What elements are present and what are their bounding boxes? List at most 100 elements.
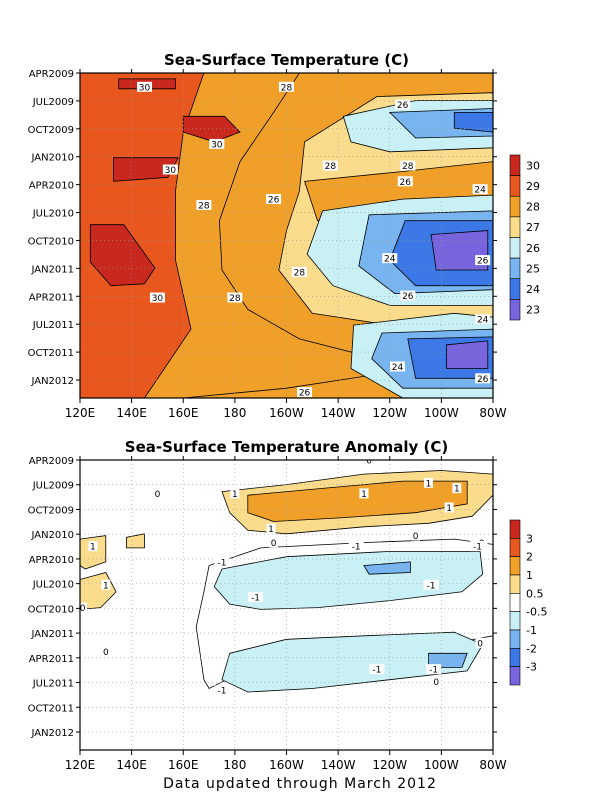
x-tick-label: 120W <box>372 406 407 420</box>
contour-fills <box>80 73 493 398</box>
y-tick-label: APR2009 <box>29 456 74 467</box>
contour-region <box>126 533 145 549</box>
colorbar-label: -1 <box>526 624 537 637</box>
colorbar-swatch <box>509 195 521 218</box>
contour-label-bg <box>266 194 282 205</box>
colorbar-swatch <box>509 216 521 238</box>
x-tick-label: 120E <box>65 406 96 420</box>
contour-label-bg <box>152 488 162 499</box>
colorbar-label: 2 <box>526 551 533 564</box>
colorbar-swatch <box>509 629 521 649</box>
contour-region <box>430 230 489 271</box>
contour-label-bg <box>209 138 225 149</box>
contour-label: 1 <box>446 504 452 514</box>
contour-label-bg <box>400 290 416 301</box>
contour-label: 26 <box>477 375 489 385</box>
y-tick-label: OCT2009 <box>28 505 74 516</box>
y-axis: APR2009 JUL2009 OCT2009 JAN2010 APR2010 JUL20… <box>28 69 497 387</box>
contour-label-bg <box>400 160 416 171</box>
contour-region <box>89 224 156 287</box>
x-tick-label: 140E <box>116 758 147 772</box>
contour-label: -1 <box>251 594 260 604</box>
colorbar-swatch <box>509 519 521 539</box>
chart-panel-1: 30 28 26 30 28 28 30 26 24 28 26 24 26 28 30 28 26 24 24 26… <box>28 51 540 420</box>
colorbar-swatch <box>509 648 521 667</box>
contour-label: 24 <box>474 186 486 196</box>
contour-region <box>80 73 205 398</box>
x-axis: 120E 140E 160E 180 160W 140W 120W 100W 80W <box>65 69 507 420</box>
colorbar-swatch <box>509 556 521 576</box>
contour-label-bg <box>395 99 411 110</box>
contour-label: -1 <box>352 543 361 553</box>
contour-label-bg <box>426 664 442 675</box>
colorbar-label: 25 <box>526 262 540 275</box>
contour-label-bg <box>475 314 491 325</box>
colorbar-label: 29 <box>526 180 540 193</box>
footer-note: Data updated through March 2012 <box>163 776 437 792</box>
contour-label-bg <box>423 579 439 590</box>
x-tick-label: 160E <box>168 758 199 772</box>
colorbar-label: 28 <box>526 201 540 214</box>
y-tick-label: APR2010 <box>29 181 74 192</box>
contour-label: -1 <box>372 666 381 676</box>
contour-label-bg <box>397 176 413 187</box>
y-tick-label: JUL2009 <box>32 481 74 492</box>
colorbar-label: 3 <box>526 532 533 545</box>
contour-label: -1 <box>217 687 226 697</box>
y-tick-label: JAN2010 <box>30 153 74 164</box>
y-tick-label: JAN2011 <box>30 629 74 640</box>
y-tick-label: JAN2012 <box>30 728 74 739</box>
x-tick-label: 160W <box>269 758 304 772</box>
contour-label-bg <box>472 184 488 195</box>
contour-label: 0 <box>271 539 277 549</box>
contour-label: 30 <box>211 140 223 150</box>
contour-label: 24 <box>392 363 404 373</box>
colorbar-label: -3 <box>526 661 537 674</box>
y-tick-label: OCT2009 <box>28 125 74 136</box>
chart-panel-2: 0101111100-0-1-11-11-1-1000-1-10-1120E14… <box>28 438 548 772</box>
y-tick-label: APR2011 <box>29 292 74 303</box>
chart-title: Sea-Surface Temperature (C) <box>164 51 409 69</box>
colorbar-swatch <box>509 278 521 300</box>
x-tick-label: 100W <box>424 758 459 772</box>
contour-label-bg <box>196 199 212 210</box>
y-tick-label: JUL2010 <box>32 580 74 591</box>
x-tick-label: 140W <box>321 406 356 420</box>
contour-label-bg <box>364 460 374 465</box>
contour-label-bg <box>411 530 421 541</box>
colorbar: 30 29 28 27 26 25 24 23 <box>509 154 540 321</box>
colorbar-label: 27 <box>526 221 540 234</box>
contour-label: 26 <box>299 389 311 399</box>
contour-label: 24 <box>477 316 489 326</box>
contour-label-bg <box>80 602 88 613</box>
y-tick-label: JAN2011 <box>30 264 74 275</box>
contour-label: 1 <box>103 581 109 591</box>
contour-region <box>453 112 493 133</box>
colorbar-label: 23 <box>526 304 540 317</box>
contour-label-bg <box>101 646 111 657</box>
contour-label-bg <box>444 502 454 513</box>
x-tick-label: 160E <box>168 406 199 420</box>
y-tick-label: OCT2010 <box>28 236 74 247</box>
contour-label-bg <box>279 81 294 92</box>
x-tick-label: 80W <box>479 758 506 772</box>
x-tick-label: 140E <box>116 406 147 420</box>
contour-label-bg <box>470 541 486 552</box>
contour-region <box>428 652 468 668</box>
colorbar-swatch <box>509 299 521 321</box>
contour-label: 28 <box>198 201 210 211</box>
contour-label-bg <box>423 477 433 488</box>
chart-title: Sea-Surface Temperature Anomaly (C) <box>125 438 448 456</box>
contour-label: 1 <box>426 479 432 489</box>
y-tick-label: APR2009 <box>29 69 74 80</box>
contour-label: 0 <box>103 648 109 658</box>
colorbar-swatch <box>509 154 521 176</box>
x-tick-label: 100W <box>424 406 459 420</box>
contour-label-bg <box>227 292 243 303</box>
colorbar-swatch <box>509 237 521 259</box>
contour-label-bg <box>348 541 364 552</box>
colorbar-swatch <box>509 257 521 280</box>
